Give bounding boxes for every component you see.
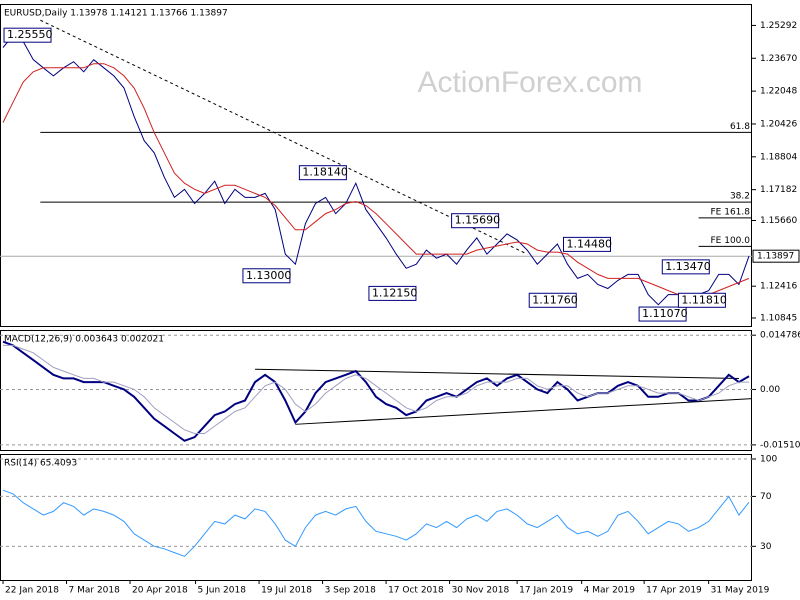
annotation-label: 1.25550 (7, 28, 53, 41)
watermark: ActionForex.com (417, 66, 642, 99)
series-line (3, 344, 749, 434)
annotation-label: 1.13000 (246, 269, 292, 282)
x-tick-label: 19 Jul 2018 (261, 586, 312, 596)
annotation-label: 1.12150 (372, 286, 418, 299)
x-tick-label: 22 Jan 2018 (5, 586, 59, 596)
panel-frame (0, 330, 752, 451)
x-tick-label: 5 Jun 2018 (198, 586, 247, 596)
level-label: FE 161.8 (711, 207, 751, 217)
annotation-label: 1.13470 (665, 260, 711, 273)
y-tick-label: 1.23670 (760, 54, 797, 64)
annotation-box (661, 259, 710, 275)
x-tick-label: 17 Oct 2018 (388, 586, 444, 596)
annotation-box (242, 268, 291, 284)
annotation-box (3, 27, 52, 43)
y-tick-label: 1.22048 (760, 87, 797, 97)
panel-title: RSI(14) 65.4093 (4, 459, 77, 469)
x-tick-label: 20 Apr 2018 (132, 586, 188, 596)
y-tick-label: 1.15660 (760, 216, 797, 226)
annotation-label: 1.11070 (642, 307, 688, 320)
annotation-label: 1.18140 (302, 166, 348, 179)
y-tick-label: 0.00 (760, 385, 780, 395)
y-tick-label: 100 (760, 454, 777, 464)
last-price-label: 1.13897 (757, 252, 794, 262)
y-tick-label: 1.12416 (760, 282, 797, 292)
level-label: 38.2 (730, 192, 750, 202)
x-tick-label: 17 Apr 2019 (646, 586, 702, 596)
y-tick-label: 1.25292 (760, 21, 797, 31)
y-tick-label: 1.18804 (760, 152, 797, 162)
series-line (2, 340, 750, 442)
annotation-box (528, 292, 577, 308)
y-tick-label: 0.014786 (760, 331, 800, 341)
annotation-label: 1.11760 (532, 293, 578, 306)
x-tick-label: 31 May 2019 (711, 586, 770, 596)
annotation-label: 1.15690 (455, 214, 501, 227)
annotation-box (368, 285, 417, 301)
panel-title: EURUSD,Daily 1.13978 1.14121 1.13766 1.1… (4, 9, 228, 19)
panel-frame (0, 4, 752, 327)
x-tick-label: 17 Jan 2019 (519, 586, 573, 596)
series-line (2, 489, 750, 557)
level-label: FE 100.0 (711, 236, 751, 246)
trendline (295, 398, 753, 425)
annotation-box (562, 236, 611, 252)
annotation-label: 1.11810 (681, 293, 727, 306)
panel-frame (0, 454, 752, 581)
y-tick-label: 70 (760, 492, 772, 502)
level-label: 61.8 (730, 122, 750, 132)
annotation-box (451, 213, 500, 229)
series-line (2, 34, 750, 306)
annotation-box (677, 292, 726, 308)
trendline (255, 368, 739, 379)
trendline (40, 19, 528, 255)
y-tick-label: 1.10845 (760, 314, 797, 324)
series-line (2, 63, 750, 296)
y-tick-label: 1.20426 (760, 119, 797, 129)
x-tick-label: 4 Mar 2019 (584, 586, 636, 596)
last-price-box (752, 249, 800, 263)
annotation-box (298, 165, 347, 181)
annotation-label: 1.14480 (566, 237, 612, 250)
x-tick-label: 30 Nov 2018 (452, 586, 510, 596)
panel-title: MACD(12,26,9) 0.003643 0.002021 (4, 335, 164, 345)
y-tick-label: -0.015107 (760, 440, 800, 450)
y-tick-label: 30 (760, 542, 772, 552)
x-tick-label: 7 Mar 2018 (69, 586, 121, 596)
x-tick-label: 3 Sep 2018 (325, 586, 377, 596)
y-tick-label: 1.17182 (760, 185, 797, 195)
annotation-box (638, 306, 687, 322)
